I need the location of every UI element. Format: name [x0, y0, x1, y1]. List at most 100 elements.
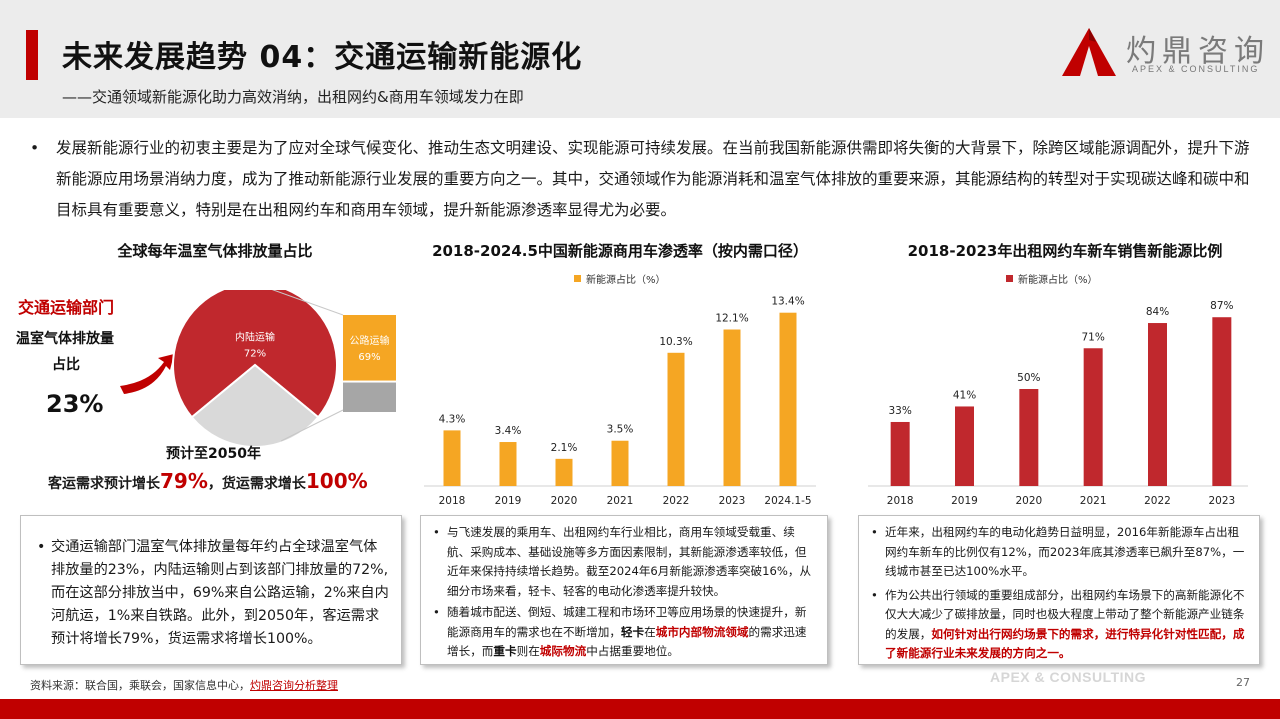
x-tick-label: 2020 [551, 495, 578, 507]
source-note: 资料来源：联合国，乘联会，国家信息中心，灼鼎咨询分析整理 [30, 677, 338, 693]
x-tick-label: 2023 [1208, 495, 1235, 507]
bar-value-label: 4.3% [439, 413, 466, 425]
forecast-passenger-label: 客运需求预计增长 [48, 476, 160, 492]
bar [1212, 317, 1232, 486]
x-tick-label: 2022 [663, 495, 690, 507]
emission-label-line2: 占比 [52, 357, 80, 373]
breakdown-value: 69% [358, 352, 380, 363]
legend-swatch [1006, 275, 1013, 282]
page-subtitle: ——交通领域新能源化助力高效消纳，出租网约&商用车领域发力在即 [62, 88, 524, 106]
title-accent-bar [26, 30, 38, 80]
page-title: 未来发展趋势 04：交通运输新能源化 [62, 40, 583, 75]
transport-emission-note: 交通运输部门温室气体排放量每年约占全球温室气体排放量的23%，内陆运输则占到该部… [20, 515, 402, 665]
x-tick-label: 2021 [1080, 495, 1107, 507]
bar-value-label: 50% [1017, 372, 1040, 384]
logo-triangle-icon [1062, 28, 1116, 76]
intro-paragraph: • 发展新能源行业的初衷主要是为了应对全球气候变化、推动生态文明建设、实现能源可… [30, 133, 1250, 226]
header [0, 0, 1280, 118]
bar-value-label: 41% [953, 389, 976, 401]
logo: 灼鼎咨询 APEX & CONSULTING [1060, 24, 1270, 82]
forecast-freight-value: 100% [305, 469, 368, 493]
bar-value-label: 71% [1081, 331, 1104, 343]
bar-value-label: 87% [1210, 300, 1233, 312]
pie-slice-label: 内陆运输 [235, 331, 275, 344]
emission-label-line1: 温室气体排放量 [16, 331, 114, 347]
pie-slice-value: 72% [244, 349, 266, 360]
bar-value-label: 2.1% [551, 442, 578, 454]
x-tick-label: 2023 [719, 495, 746, 507]
bar [1148, 323, 1167, 486]
note-text: 作为公共出行领域的重要组成部分，出租网约车场景下的高新能源化不仅大大减少了碳排放… [885, 587, 1245, 641]
bar [611, 440, 629, 486]
intercity-logistics-text: 城际物流 [539, 644, 587, 658]
bar [955, 406, 974, 486]
left-section-title: 全球每年温室气体排放量占比 [117, 242, 313, 260]
x-tick-label: 2024.1-5 [764, 495, 811, 507]
x-tick-label: 2018 [439, 495, 466, 507]
forecast-passenger-value: 79% [160, 469, 208, 493]
x-tick-label: 2019 [951, 495, 978, 507]
bar-value-label: 3.4% [495, 425, 522, 437]
pie-slice [172, 290, 338, 419]
bar [1019, 389, 1039, 486]
bar [779, 312, 797, 486]
bar [555, 458, 573, 486]
logo-subtitle: APEX & CONSULTING [1132, 64, 1260, 74]
bar-value-label: 3.5% [607, 424, 634, 436]
note-text: 在 [644, 624, 656, 639]
breakdown-label: 公路运输 [350, 334, 390, 347]
bar-value-label: 13.4% [771, 296, 804, 308]
connector-line [271, 290, 344, 316]
commercial-note-item-1: 与飞速发展的乘用车、出租网约车行业相比，商用车领域受载重、续航、采购成本、基础设… [429, 523, 817, 601]
forecast-text: 客运需求预计增长79%，货运需求增长100% [48, 469, 368, 493]
emission-pie-chart: 内陆运输 72% 公路运输 69% [120, 290, 396, 448]
page-number: 27 [1236, 676, 1250, 689]
x-tick-label: 2022 [1144, 495, 1171, 507]
right-chart-title: 2018-2023年出租网约车新车销售新能源比例 [907, 242, 1223, 260]
note-text: 随着城市配送、倒短、城建工程和市场环卫等应用场景的快速提升，新能源商用车的需求也… [447, 605, 807, 639]
bar [1083, 348, 1103, 486]
forecast-freight-label: ，货运需求增长 [207, 476, 306, 492]
intro-text: 发展新能源行业的初衷主要是为了应对全球气候变化、推动生态文明建设、实现能源可持续… [56, 139, 1250, 219]
ride-hailing-note-item-2: 作为公共出行领域的重要组成部分，出租网约车场景下的高新能源化不仅大大减少了碳排放… [867, 586, 1249, 664]
transport-share-value: 23% [46, 390, 104, 418]
bar [723, 329, 741, 486]
logo-name: 灼鼎咨询 [1126, 34, 1270, 69]
note-text: 中占据重要地位。 [586, 644, 679, 658]
ride-hailing-bar-chart: 新能源占比（%） 33% 2018 41% 2019 50% 2020 71% 2021 84% 2… [868, 273, 1248, 507]
bar-value-label: 12.1% [715, 313, 748, 325]
breakdown-segment [343, 315, 396, 381]
legend-label: 新能源占比（%） [586, 273, 666, 286]
light-truck-text: 轻卡 [620, 624, 645, 639]
bar-value-label: 33% [888, 405, 911, 417]
arrow-icon [120, 354, 174, 394]
ride-hailing-note: 近年来，出租网约车的电动化趋势日益明显，2016年新能源车占出租网约车新车的比例… [858, 515, 1260, 665]
note-text: 的需求迅速增长，而 [447, 624, 807, 659]
footer-bar [0, 699, 1280, 719]
note-text: 则在 [516, 644, 540, 658]
legend-swatch [574, 275, 581, 282]
commercial-note-item-2: 随着城市配送、倒短、城建工程和市场环卫等应用场景的快速提升，新能源商用车的需求也… [429, 603, 817, 662]
legend-label: 新能源占比（%） [1018, 273, 1098, 286]
bar-value-label: 84% [1146, 306, 1169, 318]
bar [443, 430, 461, 486]
bar [890, 421, 910, 486]
bullet: • [30, 139, 40, 157]
bar-value-label: 10.3% [659, 336, 692, 348]
bar [667, 352, 685, 486]
source-highlight: 灼鼎咨询分析整理 [250, 679, 338, 692]
breakdown-segment [343, 382, 396, 412]
connector-line [280, 409, 344, 442]
note-text: 交通运输部门温室气体排放量每年约占全球温室气体排放量的23%，内陆运输则占到该部… [33, 536, 389, 651]
x-tick-label: 2021 [607, 495, 634, 507]
forecast-year: 预计至2050年 [166, 446, 261, 462]
source-prefix: 资料来源：联合国，乘联会，国家信息中心， [30, 679, 250, 692]
x-tick-label: 2020 [1015, 495, 1042, 507]
middle-chart-title: 2018-2024.5中国新能源商用车渗透率（按内需口径） [432, 242, 808, 260]
ride-hailing-note-item-1: 近年来，出租网约车的电动化趋势日益明显，2016年新能源车占出租网约车新车的比例… [867, 523, 1249, 582]
commercial-vehicle-note: 与飞速发展的乘用车、出租网约车行业相比，商用车领域受载重、续航、采购成本、基础设… [420, 515, 828, 665]
x-tick-label: 2018 [887, 495, 914, 507]
highlight-text: 如何针对出行网约场景下的需求，进行特异化针对性匹配，成了新能源行业未来发展的方向… [885, 626, 1245, 661]
bar [499, 442, 517, 486]
transport-sector-label: 交通运输部门 [18, 298, 115, 317]
